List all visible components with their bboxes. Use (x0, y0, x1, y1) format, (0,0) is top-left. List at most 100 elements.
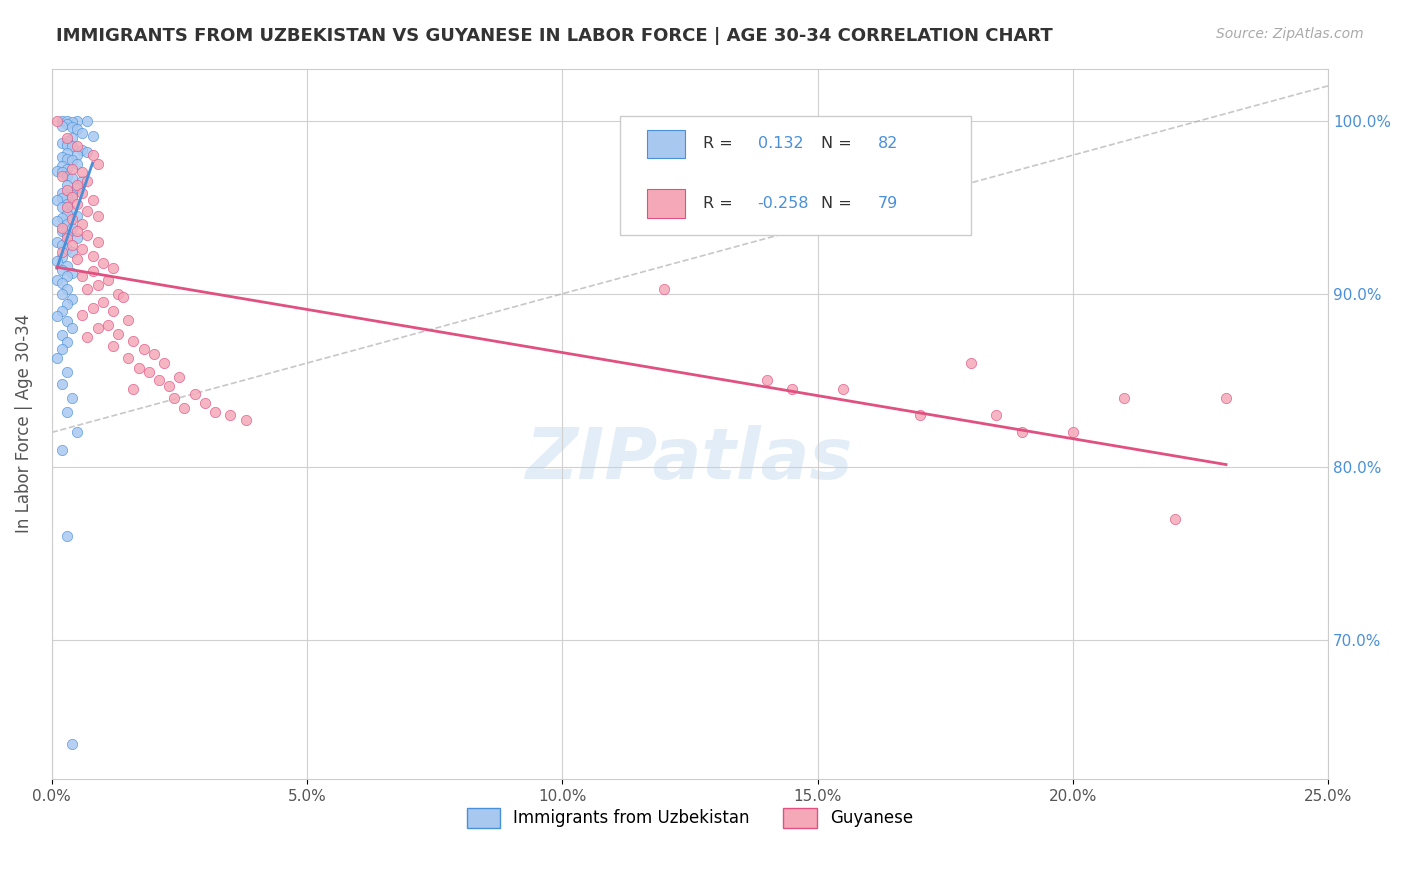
Point (1062, 425, 1084, 440)
Point (56, 282, 79, 296)
Point (72, 269, 94, 284)
Point (173, 401, 195, 416)
Point (45, 253, 67, 268)
Point (82, 264, 104, 278)
Point (72, 218, 94, 232)
Point (60, 153, 83, 168)
Point (45, 193, 67, 207)
Point (1011, 425, 1033, 440)
Point (72, 143, 94, 157)
Point (56, 227, 79, 242)
Point (45, 214, 67, 228)
Point (56, 196, 79, 211)
Point (56, 269, 79, 284)
Point (66, 113, 89, 128)
Point (169, 370, 191, 384)
Point (163, 391, 186, 405)
Point (86, 157, 108, 171)
Point (66, 181, 89, 195)
Point (56, 161, 79, 176)
Point (76, 227, 98, 242)
Point (45, 163, 67, 178)
Point (76, 330, 98, 344)
Point (832, 382, 855, 396)
Point (153, 356, 176, 370)
Text: N =: N = (821, 196, 858, 211)
Point (56, 242, 79, 256)
Point (45, 113, 67, 128)
Point (101, 260, 124, 275)
Point (51, 442, 73, 457)
Point (959, 356, 981, 370)
Point (183, 387, 205, 401)
Point (1112, 391, 1135, 405)
Point (107, 326, 129, 341)
Point (82, 301, 104, 315)
Point (56, 134, 79, 148)
FancyBboxPatch shape (647, 129, 685, 158)
Point (60, 238, 83, 252)
Point (91, 295, 114, 310)
Point (128, 361, 150, 376)
Point (66, 122, 89, 136)
Point (51, 211, 73, 225)
Text: 0.132: 0.132 (758, 136, 803, 152)
Y-axis label: In Labor Force | Age 30-34: In Labor Force | Age 30-34 (15, 314, 32, 533)
Point (51, 262, 73, 277)
Point (66, 157, 89, 171)
Point (72, 126, 94, 140)
Point (72, 308, 94, 322)
Point (76, 113, 98, 128)
Point (101, 304, 124, 318)
Point (56, 259, 79, 273)
Point (86, 209, 108, 223)
Point (45, 310, 67, 324)
Point (66, 252, 89, 266)
Point (56, 137, 79, 152)
Point (51, 238, 73, 252)
Text: -0.258: -0.258 (758, 196, 808, 211)
Point (66, 224, 89, 238)
Point (122, 382, 145, 396)
Point (1215, 391, 1237, 405)
Point (101, 339, 124, 353)
Point (51, 277, 73, 291)
Point (86, 278, 108, 293)
Point (132, 342, 155, 356)
Point (142, 347, 165, 361)
Point (157, 378, 180, 392)
Point (148, 373, 170, 387)
Point (60, 266, 83, 280)
Point (45, 235, 67, 249)
Point (66, 178, 89, 192)
Point (66, 139, 89, 153)
Point (117, 351, 139, 365)
Point (780, 382, 803, 396)
Point (76, 174, 98, 188)
Point (91, 255, 114, 269)
FancyBboxPatch shape (647, 189, 685, 218)
Point (86, 321, 108, 335)
Point (51, 119, 73, 133)
Point (66, 148, 89, 162)
Point (60, 221, 83, 235)
Point (51, 251, 73, 265)
Text: R =: R = (703, 196, 738, 211)
Point (51, 221, 73, 235)
Point (51, 113, 73, 128)
Point (51, 304, 73, 318)
Point (72, 165, 94, 179)
Point (51, 186, 73, 201)
Legend: Immigrants from Uzbekistan, Guyanese: Immigrants from Uzbekistan, Guyanese (460, 801, 920, 835)
Point (219, 408, 242, 422)
Point (51, 192, 73, 206)
Point (60, 292, 83, 306)
Text: ZIPatlas: ZIPatlas (526, 425, 853, 494)
Point (60, 321, 83, 335)
Point (56, 113, 79, 128)
Point (56, 314, 79, 328)
Point (112, 290, 135, 304)
Point (51, 245, 73, 260)
Point (72, 174, 94, 188)
Point (908, 408, 931, 422)
